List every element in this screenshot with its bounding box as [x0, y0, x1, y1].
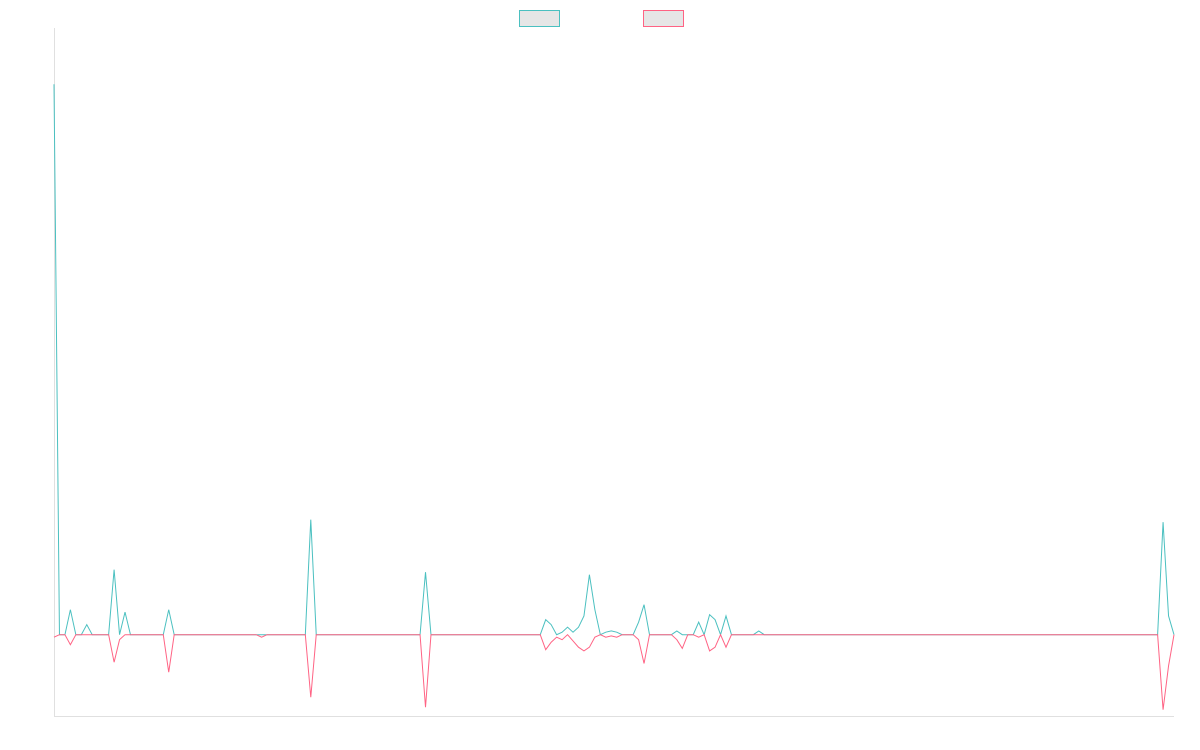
legend-swatch-2 [644, 11, 684, 27]
legend-item-1[interactable] [520, 11, 560, 27]
chart-axes [54, 28, 1174, 717]
chart-legend [520, 11, 684, 27]
legend-item-2[interactable] [644, 11, 684, 27]
legend-swatch-1 [520, 11, 560, 27]
series-line-2 [54, 635, 1174, 710]
series-line-1 [54, 84, 1174, 634]
series-layer [54, 84, 1174, 709]
